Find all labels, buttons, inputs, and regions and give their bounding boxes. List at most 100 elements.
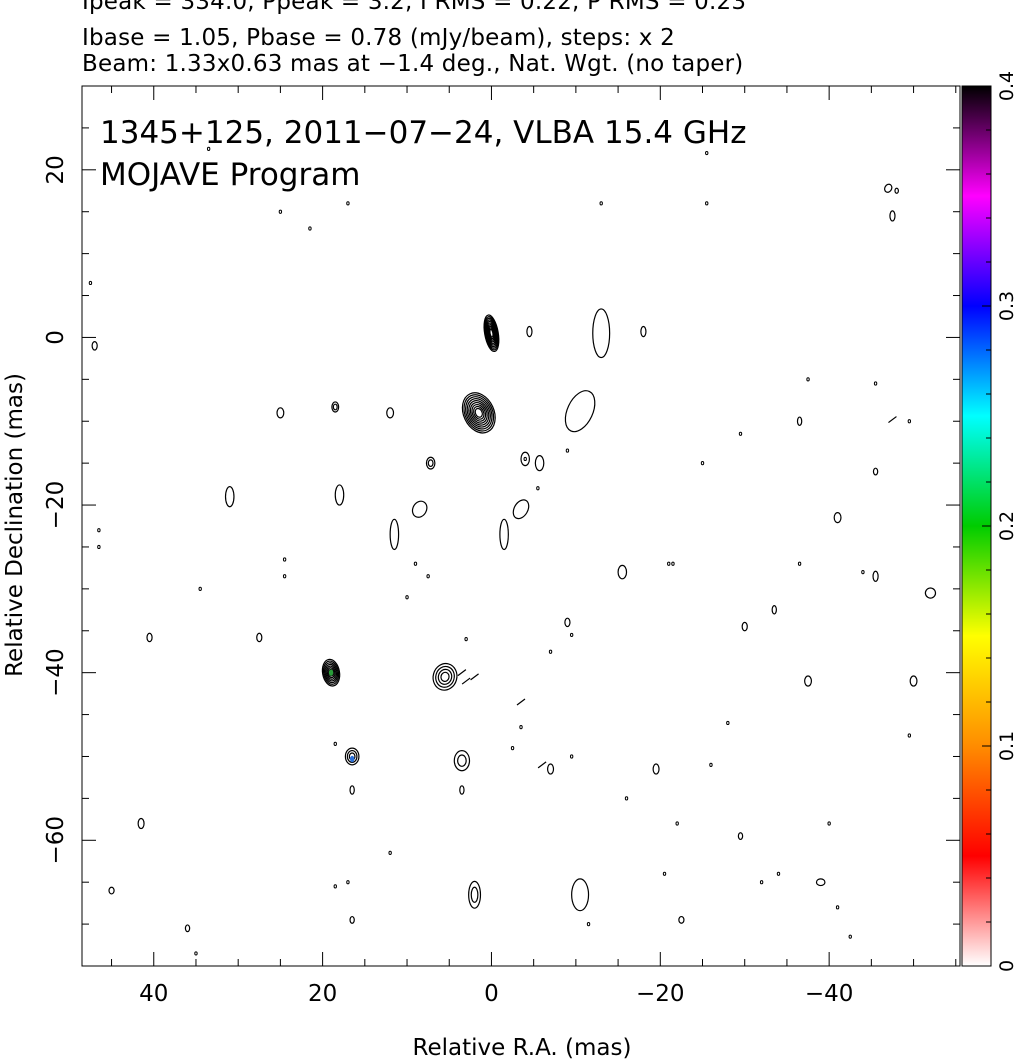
contour-level bbox=[349, 915, 355, 924]
noise-speck bbox=[464, 637, 468, 642]
noise-speck bbox=[907, 733, 912, 738]
chart-title-line-2: MOJAVE Program bbox=[100, 157, 360, 193]
contour-component bbox=[146, 632, 153, 643]
contour-component bbox=[815, 878, 826, 887]
header-line-1: Ipeak = 334.0, Ppeak = 3.2, I RMS = 0.22… bbox=[82, 0, 747, 15]
contour-component bbox=[108, 886, 115, 895]
contour-component bbox=[483, 314, 500, 353]
noise-speck bbox=[586, 921, 591, 927]
contour-level bbox=[91, 341, 98, 351]
noise-speck bbox=[599, 201, 603, 206]
contour-component bbox=[461, 392, 496, 434]
contour-component bbox=[737, 832, 744, 841]
contour-level bbox=[327, 667, 335, 679]
contour-level bbox=[326, 665, 336, 680]
header-line-2: Ibase = 1.05, Pbase = 0.78 (mJy/beam), s… bbox=[82, 25, 675, 51]
contour-component bbox=[796, 416, 803, 427]
noise-speck bbox=[827, 821, 831, 826]
contour-level bbox=[466, 398, 491, 428]
contour-component bbox=[872, 467, 879, 476]
colorbar-tick-label: 0.1 bbox=[996, 731, 1018, 761]
contour-component bbox=[564, 390, 596, 433]
noise-speck bbox=[97, 544, 101, 550]
contour-level bbox=[184, 924, 191, 933]
noise-speck bbox=[333, 884, 337, 889]
noise-speck bbox=[759, 880, 764, 885]
noise-speck bbox=[308, 226, 312, 231]
contour-level bbox=[499, 518, 509, 551]
contour-level bbox=[457, 754, 467, 767]
contour-level bbox=[440, 671, 450, 682]
contour-component bbox=[872, 570, 879, 582]
contour-level bbox=[737, 832, 744, 841]
noise-speck bbox=[88, 280, 93, 286]
noise-speck bbox=[194, 951, 198, 956]
y-tick-label: −60 bbox=[43, 816, 69, 865]
noise-speck bbox=[569, 754, 574, 759]
y-tick-label: 20 bbox=[43, 155, 69, 184]
noise-speck bbox=[662, 871, 667, 876]
noise-speck bbox=[198, 586, 202, 591]
contour-level bbox=[468, 880, 482, 909]
axis-ticks bbox=[82, 86, 960, 966]
noise-speck bbox=[346, 201, 350, 206]
contour-component bbox=[344, 747, 360, 766]
contour-component bbox=[546, 763, 555, 775]
contour-level bbox=[331, 401, 340, 413]
noise-speck bbox=[861, 569, 865, 575]
contour-level bbox=[453, 750, 471, 772]
noise-speck bbox=[278, 209, 283, 214]
contour-level bbox=[425, 456, 436, 470]
contour-level bbox=[741, 621, 748, 632]
contour-component bbox=[91, 341, 98, 351]
contour-component bbox=[499, 518, 509, 551]
polarization-vector bbox=[470, 673, 479, 681]
polarization-core bbox=[349, 755, 355, 763]
contour-level bbox=[872, 467, 879, 476]
contour-component bbox=[741, 621, 748, 632]
contour-level bbox=[276, 407, 285, 419]
noise-speck bbox=[548, 649, 553, 654]
contour-level bbox=[884, 183, 893, 193]
noise-speck bbox=[726, 720, 730, 726]
noise-speck bbox=[667, 561, 671, 566]
plot-frame bbox=[81, 85, 961, 967]
contour-level bbox=[146, 632, 153, 643]
contour-level bbox=[459, 785, 465, 795]
noise-speck bbox=[835, 905, 840, 910]
polarization-vector bbox=[537, 761, 547, 769]
contour-component bbox=[334, 484, 345, 506]
contour-level bbox=[564, 390, 596, 433]
contour-component bbox=[924, 587, 937, 599]
contour-component bbox=[389, 518, 400, 551]
noise-speck bbox=[709, 762, 713, 767]
x-tick-label: −20 bbox=[636, 981, 685, 1007]
noise-speck bbox=[523, 456, 527, 462]
contour-level bbox=[468, 400, 490, 426]
noise-speck bbox=[388, 850, 392, 855]
contour-component bbox=[909, 675, 918, 687]
contour-level bbox=[640, 325, 647, 338]
x-axis-label: Relative R.A. (mas) bbox=[413, 1035, 632, 1061]
contour-component bbox=[526, 325, 533, 338]
polarization-core bbox=[328, 669, 334, 676]
contour-component bbox=[804, 675, 813, 687]
contour-level bbox=[815, 878, 826, 887]
contour-level bbox=[427, 459, 434, 468]
noise-speck bbox=[705, 150, 709, 156]
contour-level bbox=[389, 518, 400, 551]
contour-level bbox=[804, 675, 813, 687]
x-tick-label: −40 bbox=[805, 981, 854, 1007]
contour-level bbox=[432, 662, 458, 691]
contour-level bbox=[108, 886, 115, 895]
contour-level bbox=[322, 660, 340, 685]
contour-component bbox=[256, 632, 263, 643]
contour-component bbox=[889, 210, 896, 222]
contour-level bbox=[437, 668, 453, 685]
contour-level bbox=[592, 308, 611, 359]
contour-component bbox=[184, 924, 191, 933]
contour-component bbox=[884, 183, 893, 193]
contour-component bbox=[349, 785, 355, 795]
colorbar-tick-label: 0 bbox=[996, 960, 1018, 972]
chart-title-line-1: 1345+125, 2011−07−24, VLBA 15.4 GHz bbox=[100, 115, 746, 151]
